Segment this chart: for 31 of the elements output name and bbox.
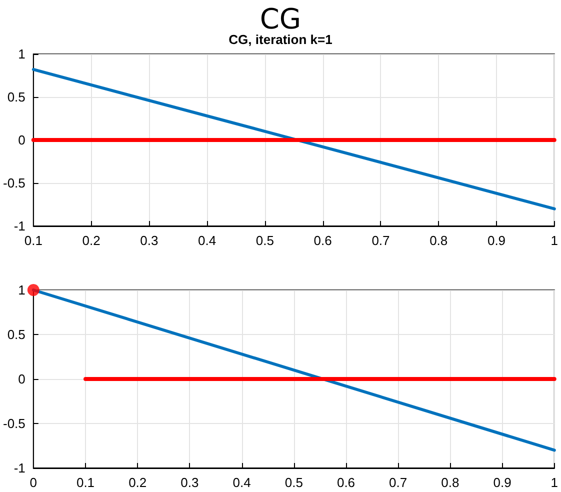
x-tick-label: 0.4 — [198, 233, 216, 248]
y-tick-label: -0.5 — [2, 416, 26, 431]
y-tick-label: 1 — [18, 282, 26, 298]
y-tick-label: 0.5 — [7, 90, 26, 104]
y-tick-label: 1 — [18, 46, 26, 62]
x-tick-label: 0.2 — [82, 233, 100, 248]
x-tick-label: 0.1 — [76, 475, 95, 490]
x-tick-label: 0 — [30, 475, 38, 490]
y-tick-label: -1 — [14, 218, 26, 234]
x-tick-label: 1 — [550, 475, 558, 490]
x-tick-label: 0.2 — [128, 475, 147, 490]
x-tick-label: 0.5 — [256, 233, 274, 248]
x-tick-label: 1 — [550, 233, 558, 248]
x-tick-label: 0.3 — [180, 475, 199, 490]
x-tick-label: 0.6 — [314, 233, 332, 248]
x-tick-label: 0.4 — [232, 475, 251, 490]
y-tick-label: 0 — [18, 372, 26, 386]
x-tick-label: 0.6 — [336, 475, 356, 490]
x-tick-label: 0.7 — [389, 475, 408, 490]
y-tick-label: 0 — [18, 132, 26, 148]
x-tick-label: 0.8 — [441, 475, 460, 490]
y-tick-label: -1 — [14, 460, 26, 476]
x-tick-label: 0.3 — [140, 233, 158, 248]
x-tick-label: 0.7 — [372, 233, 390, 248]
y-tick-label: 0.5 — [7, 327, 26, 342]
x-tick-label: 0.5 — [284, 475, 303, 490]
x-tick-label: 0.1 — [24, 233, 42, 248]
x-tick-label: 0.8 — [430, 233, 448, 248]
x-tick-label: 0.9 — [487, 233, 506, 248]
x-tick-label: 0.9 — [493, 475, 512, 490]
y-tick-label: -0.5 — [2, 176, 26, 190]
